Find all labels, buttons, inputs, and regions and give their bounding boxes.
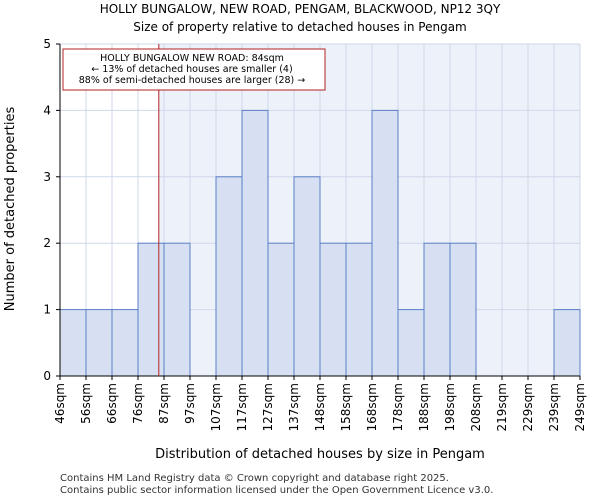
annotation-line-3: 88% of semi-detached houses are larger (…	[79, 75, 306, 86]
x-tick-label: 239sqm	[547, 383, 561, 431]
x-tick-label: 56sqm	[79, 383, 93, 424]
x-tick-label: 127sqm	[261, 383, 275, 431]
chart-title: HOLLY BUNGALOW, NEW ROAD, PENGAM, BLACKW…	[99, 2, 501, 16]
bar-127sqm	[267, 242, 295, 377]
bar-87sqm	[163, 242, 191, 377]
bar-76sqm	[137, 242, 165, 377]
x-tick-label: 249sqm	[573, 383, 587, 431]
annotation-frame	[62, 48, 326, 91]
bar-107sqm	[215, 176, 243, 377]
annotation-box: HOLLY BUNGALOW NEW ROAD: 84sqm ← 13% of …	[62, 48, 326, 91]
x-tick-label: 87sqm	[157, 383, 171, 424]
annotation-line-2: ← 13% of detached houses are smaller (4)	[91, 64, 292, 75]
x-tick-label: 76sqm	[131, 383, 145, 424]
x-tick-label: 117sqm	[235, 383, 249, 431]
footer-licence: Contains public sector information licen…	[60, 485, 494, 496]
y-tick-label: 5	[43, 37, 51, 51]
x-tick-label: 46sqm	[53, 383, 67, 424]
x-tick-label: 137sqm	[287, 383, 301, 431]
y-tick-label: 3	[43, 170, 51, 184]
bar-46sqm	[59, 309, 87, 377]
x-tick-label: 198sqm	[443, 383, 457, 431]
bar-117sqm	[241, 109, 269, 377]
x-tick-label: 188sqm	[417, 383, 431, 431]
x-tick-label: 229sqm	[521, 383, 535, 431]
bar-168sqm	[371, 109, 399, 377]
x-tick-label: 158sqm	[339, 383, 353, 431]
x-tick-label: 148sqm	[313, 383, 327, 431]
x-tick-label: 219sqm	[495, 383, 509, 431]
x-tick-label: 66sqm	[105, 383, 119, 424]
annotation-line-1: HOLLY BUNGALOW NEW ROAD: 84sqm	[100, 53, 284, 64]
x-tick-label: 178sqm	[391, 383, 405, 431]
x-tick-label: 168sqm	[365, 383, 379, 431]
x-tick-label: 97sqm	[183, 383, 197, 424]
bar-158sqm	[345, 242, 373, 377]
footer-copyright: Contains HM Land Registry data © Crown c…	[60, 473, 449, 484]
bar-137sqm	[293, 176, 321, 377]
bar-198sqm	[449, 242, 477, 377]
y-tick-label: 2	[43, 236, 51, 250]
bar-178sqm	[397, 309, 425, 377]
bar-239sqm	[553, 309, 581, 377]
x-axis-label: Distribution of detached houses by size …	[155, 447, 485, 462]
bar-56sqm	[85, 309, 113, 377]
y-tick-label: 1	[43, 303, 51, 317]
bar-148sqm	[319, 242, 347, 377]
x-tick-label: 107sqm	[209, 383, 223, 431]
y-tick-label: 0	[43, 369, 51, 383]
y-tick-label: 4	[43, 103, 51, 117]
bar-66sqm	[111, 309, 139, 377]
bar-188sqm	[423, 242, 451, 377]
x-tick-label: 208sqm	[469, 383, 483, 431]
y-axis-label: Number of detached properties	[3, 107, 18, 312]
chart-subtitle: Size of property relative to detached ho…	[133, 20, 467, 34]
